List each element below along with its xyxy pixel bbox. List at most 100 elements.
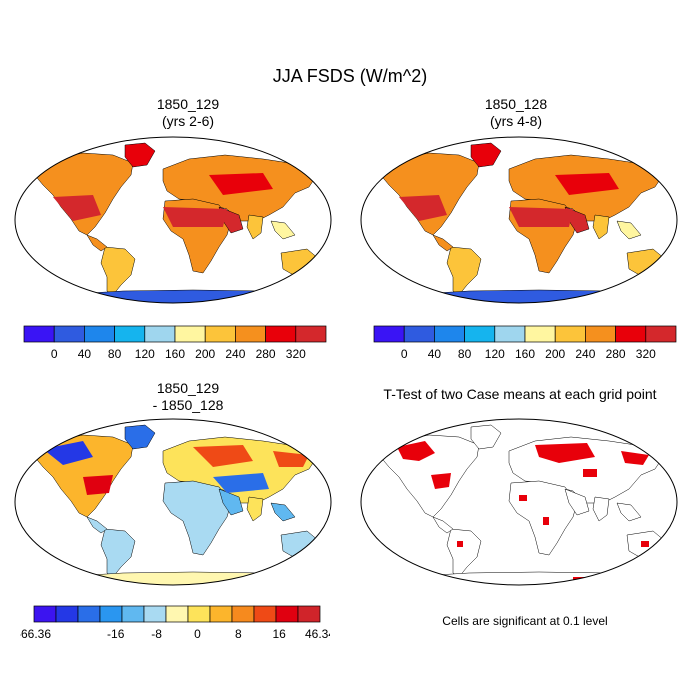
colorbar3-swatch-7	[187, 605, 211, 623]
colorbar1-label-5: 200	[195, 347, 215, 361]
colorbar2-label-4: 160	[515, 347, 535, 361]
map3-south-america	[100, 528, 136, 578]
colorbar2-swatch-8	[615, 325, 647, 343]
map4-south-america	[446, 528, 482, 578]
colorbar3-swatch-12	[297, 605, 321, 623]
figure-title: JJA FSDS (W/m^2)	[272, 66, 428, 86]
colorbar2-label-2: 80	[458, 347, 472, 361]
colorbar1-swatch-3	[114, 325, 146, 343]
colorbar3-swatch-9	[231, 605, 255, 623]
colorbar3-label-1: -16	[107, 627, 125, 641]
colorbar1-label-2: 80	[108, 347, 122, 361]
map3-us-warm	[83, 475, 113, 495]
colorbar2-label-1: 40	[428, 347, 442, 361]
colorbar3-swatch-5	[143, 605, 167, 623]
colorbar1-label-4: 160	[165, 347, 185, 361]
map1-australia	[280, 248, 320, 278]
map4-border	[360, 418, 678, 586]
colorbar2-swatch-7	[585, 325, 616, 343]
map3-india	[246, 496, 264, 522]
colorbar-panel1: 0 40 80 120 160 200 240 280 320	[23, 325, 327, 361]
map1-south-america	[100, 246, 136, 296]
map2-central-asia-hot	[555, 173, 619, 195]
panel2-title-line1: 1850_128	[484, 96, 548, 112]
map1-central-asia-hot	[209, 173, 273, 195]
colorbar3-swatch-4	[121, 605, 145, 623]
colorbar1-swatch-5	[174, 325, 206, 343]
map3-border	[14, 418, 332, 586]
colorbar3-label-3: 0	[194, 627, 201, 641]
colorbar1-label-8: 320	[286, 347, 306, 361]
colorbar3-swatch-10	[253, 605, 277, 623]
colorbar1-label-6: 240	[225, 347, 245, 361]
map1-se-asia	[270, 220, 296, 240]
map3-russia-warm	[193, 445, 253, 467]
panel4-title: T-Test of two Case means at each grid po…	[383, 386, 657, 402]
colorbar3-swatch-3	[99, 605, 123, 623]
panel1-title-line2: (yrs 2-6)	[161, 113, 215, 129]
colorbar3-label-5: 16	[272, 627, 286, 641]
colorbar2-label-6: 240	[575, 347, 595, 361]
map-difference	[14, 418, 332, 586]
colorbar3-label-2: -8	[151, 627, 162, 641]
map1-sahara-hot	[163, 207, 227, 227]
map1-central-america	[86, 234, 108, 252]
colorbar2-swatch-3	[464, 325, 496, 343]
map2-north-america	[378, 152, 480, 236]
map2-border	[360, 136, 678, 304]
panel1-title: 1850_129 (yrs 2-6)	[28, 96, 348, 130]
map2-australia	[626, 248, 666, 278]
colorbar2-label-8: 320	[636, 347, 656, 361]
panel2-title-line2: (yrs 4-8)	[489, 113, 543, 129]
colorbar1-label-0: 0	[51, 347, 58, 361]
colorbar2-swatch-6	[554, 325, 586, 343]
colorbar2-label-3: 120	[485, 347, 505, 361]
map2-sahara-hot	[509, 207, 573, 227]
colorbar3-swatch-6	[165, 605, 189, 623]
colorbar1-swatch-1	[53, 325, 85, 343]
map-1850-129	[14, 136, 332, 304]
panel1-title-line1: 1850_129	[156, 96, 220, 112]
map3-asia-cool	[213, 473, 269, 493]
map-ttest	[360, 418, 678, 586]
colorbar1-swatch-0	[23, 325, 55, 343]
colorbar3-swatch-2	[77, 605, 101, 623]
map2-india	[592, 214, 610, 240]
map3-central-america	[86, 516, 108, 534]
colorbar3-swatch-8	[209, 605, 233, 623]
colorbar1-swatch-9	[295, 325, 327, 343]
colorbar1-label-3: 120	[135, 347, 155, 361]
colorbar2-swatch-2	[434, 325, 465, 343]
colorbar2-swatch-9	[645, 325, 677, 343]
colorbar1-swatch-6	[204, 325, 236, 343]
colorbar3-label-6: 46.34	[305, 627, 330, 641]
colorbar2-swatch-1	[403, 325, 435, 343]
map3-east-siberia-warm	[273, 451, 309, 467]
map2-south-america	[446, 246, 482, 296]
colorbar-panel2: 0 40 80 120 160 200 240 280 320	[373, 325, 677, 361]
map2-us-hot	[399, 195, 447, 221]
colorbar3-label-4: 8	[235, 627, 242, 641]
colorbar3-swatch-11	[275, 605, 299, 623]
colorbar3-label-0: -66.36	[20, 627, 51, 641]
colorbar1-swatch-8	[265, 325, 297, 343]
map4-significant-cells	[397, 441, 649, 581]
colorbar2-swatch-0	[373, 325, 405, 343]
colorbar3-swatch-0	[33, 605, 57, 623]
colorbar-difference: -66.36 -16 -8 0 8 16 46.34	[20, 605, 330, 641]
map2-se-asia	[616, 220, 642, 240]
panel3-title-line1: 1850_129	[156, 380, 220, 396]
colorbar2-label-7: 280	[606, 347, 626, 361]
map2-central-america	[432, 234, 454, 252]
colorbar2-swatch-5	[524, 325, 556, 343]
colorbar1-swatch-2	[84, 325, 115, 343]
map4-se-asia	[616, 502, 642, 522]
colorbar1-swatch-4	[144, 325, 176, 343]
panel2-title: 1850_128 (yrs 4-8)	[356, 96, 676, 130]
panel3-title-line2: - 1850_128	[152, 397, 224, 413]
map4-central-america	[432, 516, 454, 534]
map1-border	[14, 136, 332, 304]
colorbar1-swatch-7	[235, 325, 266, 343]
colorbar2-label-5: 200	[545, 347, 565, 361]
map3-se-asia	[270, 502, 296, 522]
